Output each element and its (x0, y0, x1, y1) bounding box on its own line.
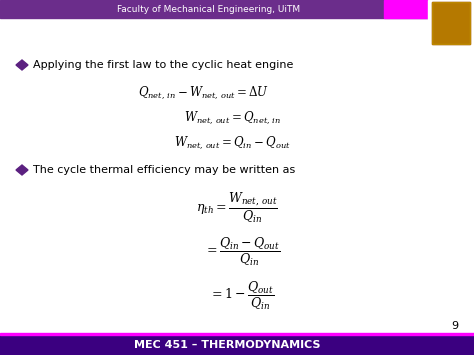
Text: $\eta_{th} = \dfrac{W_{net,\,out}}{Q_{in}}$: $\eta_{th} = \dfrac{W_{net,\,out}}{Q_{in… (196, 191, 278, 225)
Text: $W_{net,\,out} = Q_{net,\,in}$: $W_{net,\,out} = Q_{net,\,in}$ (184, 109, 281, 125)
Bar (384, 0, 428, 18)
Bar (0, 0, 428, 18)
Bar (432, 2, 470, 44)
Bar (0, 333, 474, 335)
Text: $W_{net,\,out} = Q_{in} - Q_{out}$: $W_{net,\,out} = Q_{in} - Q_{out}$ (174, 134, 291, 150)
Text: $= \dfrac{Q_{in} - Q_{out}}{Q_{in}}$: $= \dfrac{Q_{in} - Q_{out}}{Q_{in}}$ (203, 236, 280, 268)
Polygon shape (16, 60, 28, 70)
Text: 9: 9 (451, 321, 459, 331)
Text: Faculty of Mechanical Engineering, UiTM: Faculty of Mechanical Engineering, UiTM (117, 5, 300, 13)
Text: The cycle thermal efficiency may be written as: The cycle thermal efficiency may be writ… (33, 165, 295, 175)
Bar (0, 335, 474, 355)
Bar (428, 0, 474, 50)
Text: MEC 451 – THERMODYNAMICS: MEC 451 – THERMODYNAMICS (134, 340, 321, 350)
Polygon shape (16, 165, 28, 175)
Text: $= 1 - \dfrac{Q_{out}}{Q_{in}}$: $= 1 - \dfrac{Q_{out}}{Q_{in}}$ (209, 280, 274, 312)
Bar (432, 2, 470, 44)
Text: Applying the first law to the cyclic heat engine: Applying the first law to the cyclic hea… (33, 60, 293, 70)
Text: $Q_{net,\,in} - W_{net,\,out} = \Delta U$: $Q_{net,\,in} - W_{net,\,out} = \Delta U… (138, 84, 269, 100)
